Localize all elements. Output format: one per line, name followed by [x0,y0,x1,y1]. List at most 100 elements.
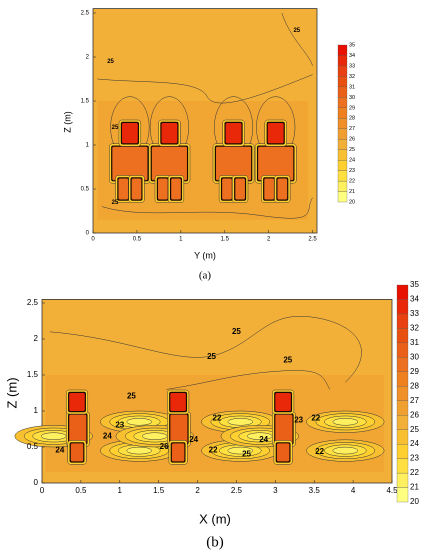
leg [235,178,245,200]
x-tick-label: 2.5 [231,486,243,495]
y-tick-label: 1 [34,406,39,415]
cool-zone [126,446,152,455]
colorbar-label: 21 [349,189,355,195]
colorbar-label: 30 [349,95,355,101]
contour-line [49,316,362,383]
colorbar-label: 25 [349,147,355,153]
cool-zone [126,418,152,426]
panel: 0 0.5 1 1.5 2 2.5 3 3.5 4 4.5 0 0.5 1 1.5 2 2.5 25 25 25 25… [4,280,419,550]
contour-label: 25 [283,356,292,365]
contour-label: 25 [112,125,119,131]
colorbar-label: 31 [349,84,355,90]
colorbar-label: 31 [410,338,419,347]
colorbar-band [337,55,348,67]
colorbar-band [396,458,409,474]
contour-line [101,197,313,219]
x-tick-label: 1 [179,237,183,243]
head [275,393,291,411]
colorbar-label: 33 [410,309,419,318]
contour-line [281,12,313,66]
torso [215,146,252,181]
colorbar-band [396,400,409,416]
caption: (a) [199,270,212,282]
contour-label: 22 [311,413,320,422]
x-tick-label: 2 [267,237,271,243]
x-axis-label: Y (m) [194,250,216,260]
y-tick-label: 2 [86,55,90,61]
x-tick-label: 4 [351,486,356,495]
x-tick-label: 1 [118,486,123,495]
colorbar-band [396,429,409,445]
colorbar-label: 28 [349,116,355,122]
colorbar-label: 29 [410,367,419,376]
head [170,393,186,411]
colorbar-label: 22 [349,179,355,185]
contour-label: 24 [103,431,112,440]
colorbar-label: 27 [349,126,355,132]
colorbar-label: 32 [410,324,419,333]
cool-zone [332,418,359,426]
colorbar-label: 26 [349,137,355,143]
x-tick-label: 0.5 [133,237,142,243]
x-tick-label: 0.5 [75,486,87,495]
y-tick-label: 1.5 [81,99,90,105]
torso [170,414,188,444]
x-tick-label: 1.5 [153,486,165,495]
x-tick-label: 1.5 [221,237,230,243]
torso [151,146,187,181]
head [225,123,242,144]
colorbar-band [396,472,409,488]
contour-label: 24 [189,435,198,444]
x-tick-label: 2 [195,486,200,495]
y-tick-label: 2.5 [27,298,39,307]
colorbar-band [396,313,409,329]
cool-zone [227,418,254,426]
leg [70,443,84,462]
x-tick-label: 3 [273,486,278,495]
contour-label: 26 [160,442,169,451]
x-tick-label: 3.5 [309,486,321,495]
colorbar-band [396,371,409,387]
y-tick-label: 2.5 [81,11,90,17]
contour-label: 25 [107,59,114,65]
colorbar-label: 33 [349,63,355,69]
y-tick-label: 0 [34,478,39,487]
y-tick-label: 2 [34,334,39,343]
y-tick-label: 0.5 [81,187,90,193]
contour-label: 23 [115,421,124,430]
head [69,393,85,411]
contour-label: 25 [127,392,136,401]
contour-label: 24 [259,435,268,444]
colorbar-band [396,299,409,315]
leg [131,178,142,200]
colorbar-label: 24 [410,439,419,448]
leg [277,178,288,200]
colorbar-label: 22 [410,468,419,477]
torso [258,146,294,181]
colorbar-label: 20 [410,497,419,506]
cool-zone [142,432,168,440]
y-tick-label: 1.5 [27,370,39,379]
x-axis-label: X (m) [199,511,231,526]
caption: (b) [206,534,224,550]
colorbar-band [337,107,348,119]
leg [264,178,274,200]
colorbar-band [396,284,409,300]
colorbar-band [337,86,348,98]
colorbar-label: 28 [410,381,419,390]
colorbar-band [396,386,409,401]
colorbar-label: 35 [349,42,355,48]
colorbar-label: 35 [410,280,419,289]
contour-line [97,74,313,104]
contour-line [166,370,330,390]
colorbar-band [337,65,348,77]
colorbar-label: 24 [349,158,355,164]
x-tick-label: 0 [91,237,95,243]
contour-label: 25 [207,352,216,361]
y-axis-label: Z (m) [4,377,19,408]
y-tick-label: 0 [86,231,90,237]
torso [275,414,293,444]
colorbar-band [396,328,409,344]
colorbar-band [396,342,409,358]
